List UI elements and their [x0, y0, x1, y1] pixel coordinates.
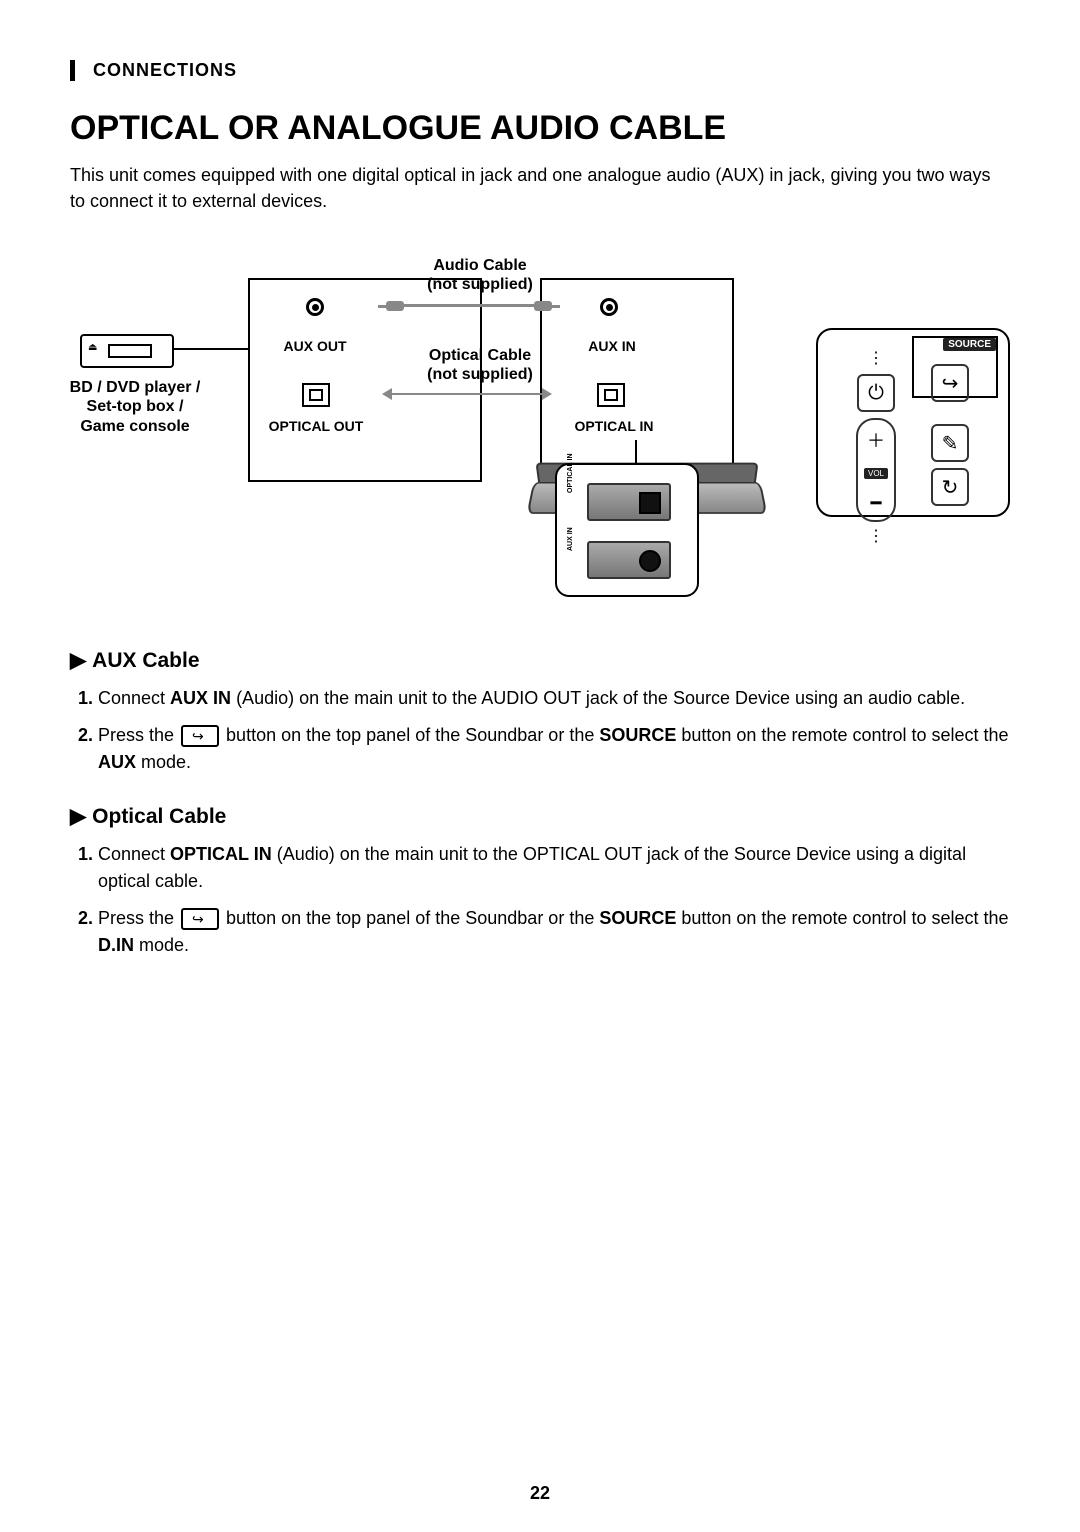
source-device-icon [80, 334, 174, 368]
arrow-icon: ▶ [70, 804, 86, 829]
soundbar-port-inset: OPTICAL IN AUX IN [555, 463, 699, 597]
optical-head-text: Optical Cable [92, 805, 226, 828]
remote-right-col: ↪ ✎ ↻ [910, 340, 990, 512]
remote-control-icon: SOURCE ⋮ ⏻ ＋ VOL ━ ⋮ ↪ ✎ ↻ [816, 328, 1010, 517]
opt2f: mode. [134, 935, 189, 955]
aux-steps: Connect AUX IN (Audio) on the main unit … [70, 685, 1010, 776]
opt2d: button on the remote control to select t… [676, 908, 1008, 928]
oc-l2: (not supplied) [427, 366, 533, 383]
aux2c: SOURCE [599, 725, 676, 745]
inset-aux-hole-icon [639, 550, 661, 572]
aux1b: AUX IN [170, 688, 231, 708]
opt1b: OPTICAL IN [170, 844, 272, 864]
remote-settings-icon: ✎ [931, 424, 969, 462]
opt2a: Press the [98, 908, 179, 928]
optical-plug-right-icon [542, 388, 552, 400]
connection-diagram: BD / DVD player / Set-top box / Game con… [70, 238, 1010, 618]
remote-repeat-icon: ↻ [931, 468, 969, 506]
inset-optical-port: OPTICAL IN [587, 483, 671, 521]
intro-paragraph: This unit comes equipped with one digita… [70, 162, 1010, 214]
aux2f: mode. [136, 752, 191, 772]
aux-cable-heading: ▶ AUX Cable [70, 648, 1010, 673]
aux1a: Connect [98, 688, 170, 708]
source-button-icon [181, 908, 219, 930]
audio-cable-label: Audio Cable (not supplied) [405, 256, 555, 294]
remote-source-button-icon: ↪ [931, 364, 969, 402]
oc-l1: Optical Cable [429, 347, 531, 364]
inset-aux-label: AUX IN [567, 527, 574, 551]
aux-out-label: AUX OUT [270, 338, 360, 355]
manual-page: CONNECTIONS OPTICAL OR ANALOGUE AUDIO CA… [0, 0, 1080, 1532]
header-bar: CONNECTIONS [70, 60, 1010, 81]
conn-line [174, 348, 248, 350]
opt2e: D.IN [98, 935, 134, 955]
audio-cable-plug-left-icon [386, 301, 404, 311]
page-title: OPTICAL OR ANALOGUE AUDIO CABLE [70, 109, 1010, 148]
opt1a: Connect [98, 844, 170, 864]
src-l2: Set-top box / [87, 398, 184, 415]
optical-cable-heading: ▶ Optical Cable [70, 804, 1010, 829]
aux-step-1: Connect AUX IN (Audio) on the main unit … [98, 685, 1010, 712]
inset-optical-label: OPTICAL IN [567, 454, 574, 494]
optical-step-2: Press the button on the top panel of the… [98, 905, 1010, 959]
remote-volume-rocker: ＋ VOL ━ [856, 418, 896, 522]
source-device-label: BD / DVD player / Set-top box / Game con… [65, 378, 205, 436]
ac-l1: Audio Cable [433, 257, 526, 274]
aux-step-2: Press the button on the top panel of the… [98, 722, 1010, 776]
section-label: CONNECTIONS [93, 60, 1010, 81]
aux2b: button on the top panel of the Soundbar … [221, 725, 599, 745]
optical-step-1: Connect OPTICAL IN (Audio) on the main u… [98, 841, 1010, 895]
optical-in-port-icon [597, 383, 625, 407]
unit-ports-frame [540, 278, 734, 482]
aux1c: (Audio) on the main unit to the AUDIO OU… [231, 688, 965, 708]
optical-in-label: OPTICAL IN [554, 418, 674, 435]
remote-vol-label: VOL [864, 468, 888, 479]
optical-cable-label: Optical Cable (not supplied) [405, 346, 555, 384]
optical-out-label: OPTICAL OUT [252, 418, 380, 435]
arrow-icon: ▶ [70, 648, 86, 673]
remote-power-icon: ⏻ [857, 374, 895, 412]
audio-cable-line [404, 304, 534, 307]
inset-optical-hole-icon [639, 492, 661, 514]
src-l3: Game console [80, 418, 189, 435]
page-number: 22 [0, 1483, 1080, 1504]
aux2e: AUX [98, 752, 136, 772]
optical-out-port-icon [302, 383, 330, 407]
aux-in-label: AUX IN [567, 338, 657, 355]
optical-steps: Connect OPTICAL IN (Audio) on the main u… [70, 841, 1010, 959]
aux2a: Press the [98, 725, 179, 745]
source-button-icon [181, 725, 219, 747]
aux-head-text: AUX Cable [92, 649, 199, 672]
opt2b: button on the top panel of the Soundbar … [221, 908, 599, 928]
ac-l2: (not supplied) [427, 276, 533, 293]
audio-cable-plug-right-icon [534, 301, 552, 311]
aux2d: button on the remote control to select t… [676, 725, 1008, 745]
optical-cable-line [392, 393, 542, 395]
inset-aux-port: AUX IN [587, 541, 671, 579]
optical-plug-left-icon [382, 388, 392, 400]
opt2c: SOURCE [599, 908, 676, 928]
remote-left-col: ⋮ ⏻ ＋ VOL ━ ⋮ [836, 340, 916, 546]
src-l1: BD / DVD player / [70, 379, 201, 396]
